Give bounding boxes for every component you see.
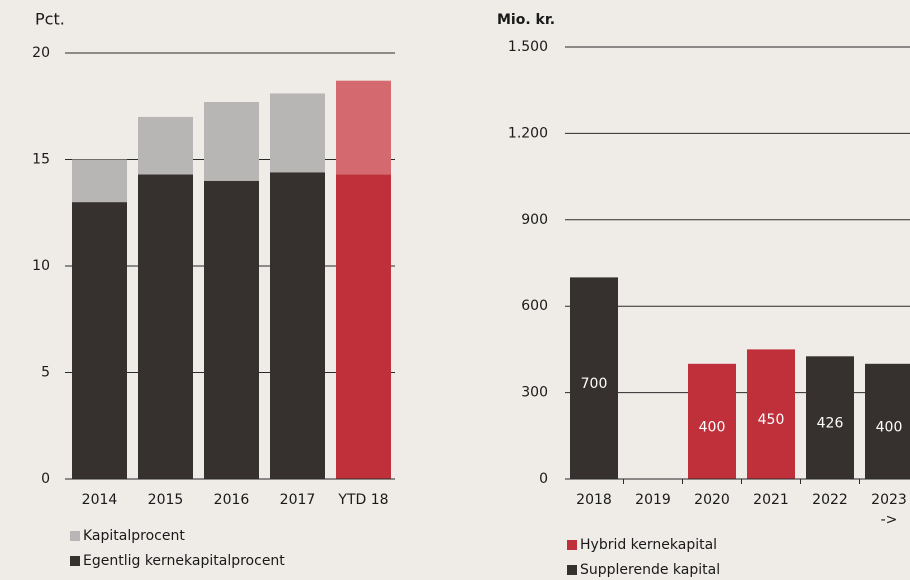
legend-swatch [70,556,80,566]
bar [204,180,259,480]
x-tick-label: 2021 [753,492,789,508]
y-tick-label: 10 [32,258,50,274]
bar [570,277,618,479]
data-label: 400 [876,419,903,435]
x-tick-label: YTD 18 [337,492,388,508]
data-label: 450 [758,412,785,428]
bar [72,159,127,203]
data-label: 426 [817,416,844,432]
legend-label: Hybrid kernekapital [580,537,717,553]
bar [138,116,193,175]
y-tick-label: 15 [32,152,50,168]
y-tick-label: 900 [521,212,548,228]
x-tick-label: 2015 [148,492,184,508]
data-label: 400 [699,419,726,435]
y-tick-label: 1.500 [508,39,548,55]
y-tick-label: 0 [539,471,548,487]
legend-swatch [567,565,577,575]
legend-label: Kapitalprocent [83,528,185,544]
legend-label: Supplerende kapital [580,562,720,578]
bar [204,101,259,181]
bar [336,80,391,175]
legend-label: Egentlig kernekapitalprocent [83,553,285,569]
x-tick-label-line: -> [881,512,898,528]
bar [747,349,795,479]
x-tick-label-line: 2023 [871,492,907,508]
bar [806,356,854,479]
data-label: 700 [581,376,608,392]
x-tick-label: 2022 [812,492,848,508]
bar [688,363,736,479]
y-tick-label: 20 [32,45,50,61]
x-tick-label: 2023 -> [871,492,907,528]
x-tick-label: 2020 [694,492,730,508]
y-axis-label: Mio. kr. [497,12,555,28]
bar [270,93,325,173]
bar [270,172,325,479]
y-tick-label: 5 [41,365,50,381]
x-tick-label: 2018 [576,492,612,508]
bar [72,202,127,479]
x-tick-label: 2016 [214,492,250,508]
legend-swatch [567,540,577,550]
bar [865,363,910,479]
bar [336,174,391,479]
x-tick-label: 2017 [280,492,316,508]
legend-swatch [70,531,80,541]
y-tick-label: 300 [521,385,548,401]
y-tick-label: 0 [41,471,50,487]
y-axis-label: Pct. [35,10,65,29]
x-tick-label: 2014 [82,492,118,508]
bar [138,174,193,479]
y-tick-label: 1.200 [508,125,548,141]
x-tick-label: 2019 [635,492,671,508]
y-tick-label: 600 [521,298,548,314]
